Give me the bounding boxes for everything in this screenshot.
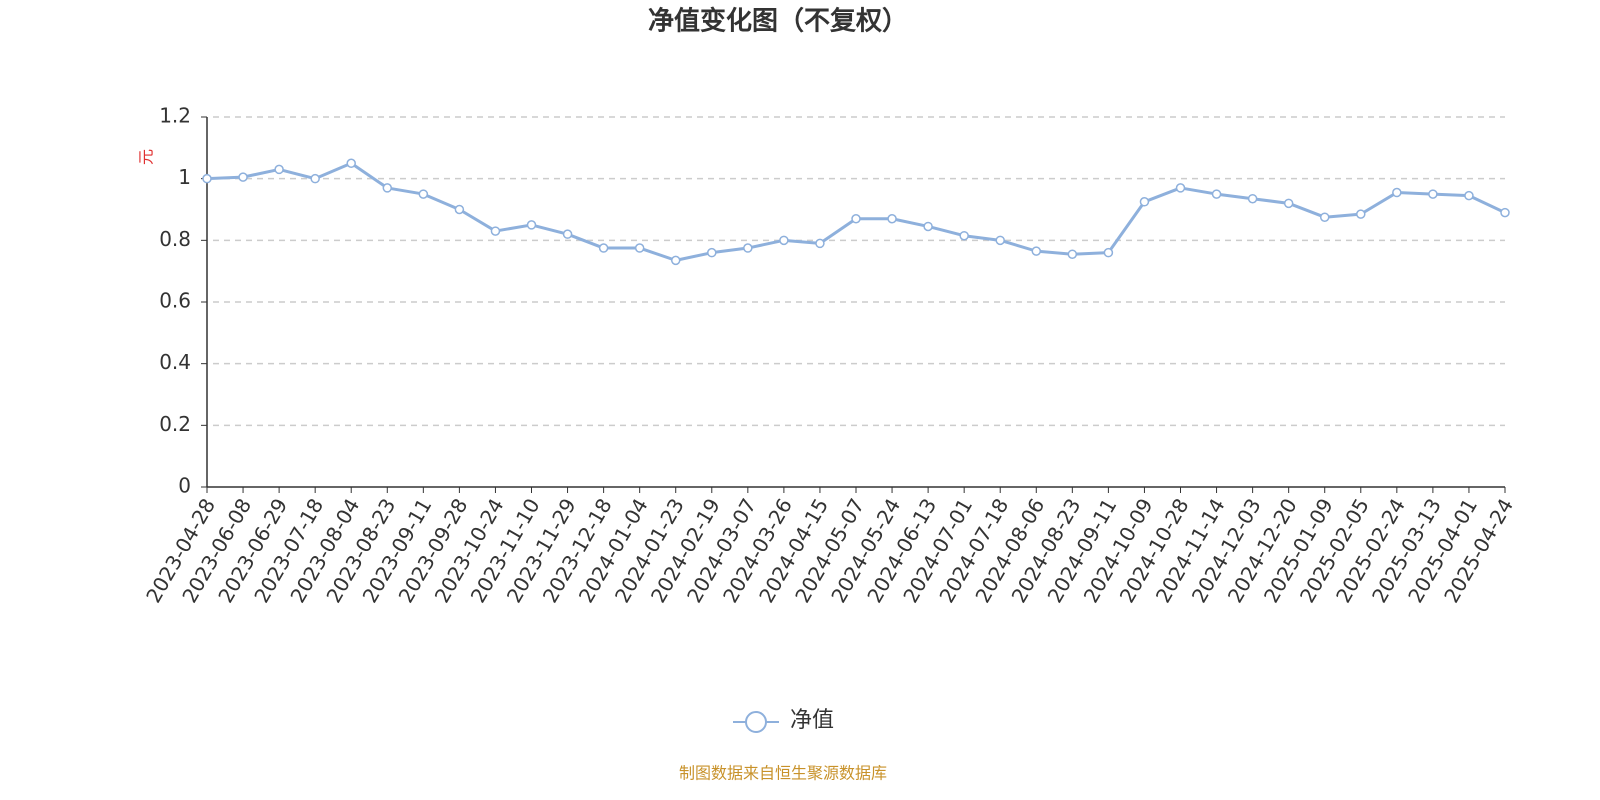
y-tick-label: 0 <box>178 474 191 498</box>
point <box>743 243 753 253</box>
point <box>238 172 248 182</box>
point <box>1175 183 1186 193</box>
point <box>454 204 465 215</box>
point <box>779 235 789 246</box>
chart-title: 净值变化图（不复权） <box>648 6 908 37</box>
point <box>274 164 284 175</box>
point <box>815 238 825 249</box>
point <box>887 214 897 224</box>
point <box>851 214 861 224</box>
point <box>526 220 537 230</box>
legend: 净值 <box>733 708 834 733</box>
y-tick-label: 1.2 <box>159 104 191 128</box>
point <box>1356 209 1366 219</box>
point <box>995 235 1005 246</box>
y-tick-label: 0.8 <box>159 227 191 251</box>
point <box>490 226 501 236</box>
point <box>1428 189 1438 199</box>
point <box>346 158 356 168</box>
point <box>1031 246 1042 256</box>
y-tick-label: 0.6 <box>159 289 191 313</box>
point <box>1500 207 1510 218</box>
point <box>670 255 681 266</box>
y-tick-label: 0.4 <box>159 350 191 374</box>
y-tick-label: 0.2 <box>159 412 191 436</box>
point <box>598 243 609 253</box>
point <box>1319 212 1330 222</box>
point <box>310 173 320 184</box>
point <box>1392 187 1402 198</box>
point <box>634 243 645 253</box>
y-tick-label: 1 <box>178 165 191 189</box>
legend-label: 净值 <box>790 708 834 733</box>
legend-marker <box>745 711 767 733</box>
point <box>923 221 933 232</box>
point <box>1139 197 1150 207</box>
point <box>707 247 717 258</box>
point <box>382 183 393 193</box>
point <box>1247 193 1258 204</box>
source-note: 制图数据来自恒生聚源数据库 <box>679 764 887 783</box>
line <box>206 161 1506 262</box>
point <box>562 229 573 239</box>
point <box>202 173 212 184</box>
point <box>1103 247 1114 258</box>
point <box>1211 189 1222 199</box>
point <box>418 189 429 199</box>
point <box>959 230 969 241</box>
point <box>1283 198 1294 209</box>
y-axis-label: 元 <box>137 149 156 165</box>
point <box>1464 190 1474 201</box>
point <box>1067 249 1078 259</box>
